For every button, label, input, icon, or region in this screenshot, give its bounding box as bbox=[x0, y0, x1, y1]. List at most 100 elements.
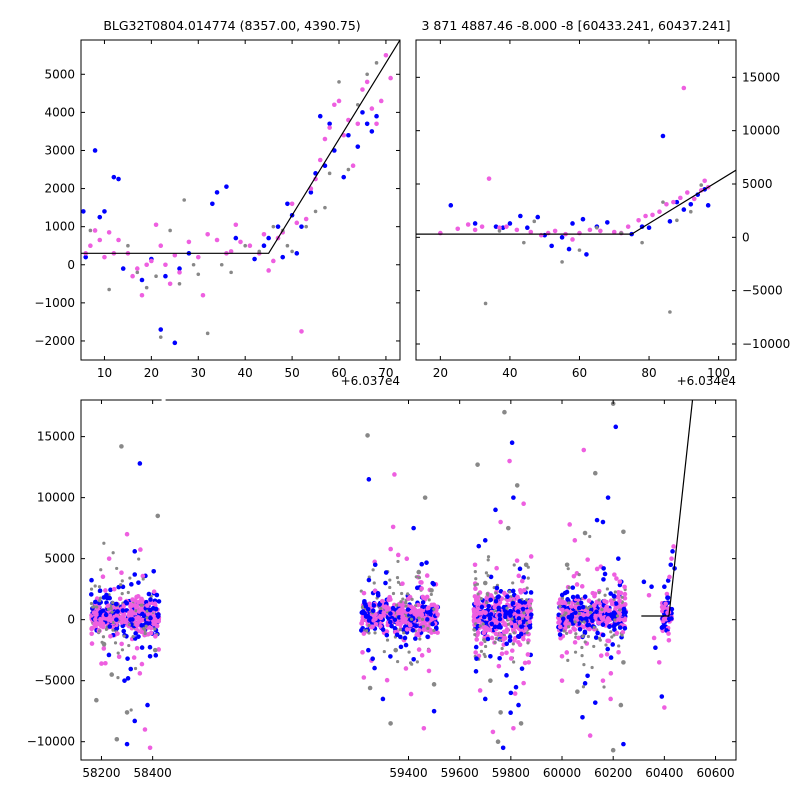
y-tick-label: −1000 bbox=[34, 296, 75, 310]
data-point bbox=[595, 225, 599, 230]
data-point bbox=[559, 653, 565, 659]
data-point bbox=[597, 590, 601, 595]
data-point bbox=[605, 646, 611, 652]
data-point bbox=[417, 616, 421, 620]
data-point bbox=[566, 246, 572, 252]
data-point bbox=[486, 574, 490, 578]
data-point bbox=[147, 607, 153, 613]
data-point bbox=[388, 546, 393, 552]
data-point bbox=[668, 562, 674, 568]
data-point bbox=[124, 600, 130, 606]
data-point bbox=[139, 277, 145, 283]
axes-frame bbox=[415, 39, 737, 361]
data-point bbox=[592, 591, 598, 597]
x-tick-label: 59600 bbox=[441, 766, 479, 780]
data-point bbox=[419, 612, 425, 618]
data-point bbox=[494, 636, 498, 641]
data-point bbox=[500, 646, 504, 651]
data-point bbox=[482, 625, 487, 631]
data-point bbox=[134, 621, 139, 627]
data-point bbox=[402, 631, 406, 635]
data-point bbox=[144, 262, 149, 268]
data-point bbox=[589, 604, 593, 609]
data-point bbox=[163, 273, 168, 279]
data-point bbox=[425, 634, 430, 640]
x-tick-label: 60600 bbox=[696, 766, 734, 780]
y-tick-label: 5000 bbox=[742, 177, 773, 191]
data-point bbox=[153, 653, 159, 658]
data-point bbox=[567, 625, 571, 629]
data-point bbox=[398, 628, 402, 632]
data-point bbox=[613, 601, 619, 606]
data-point bbox=[371, 603, 377, 608]
data-point bbox=[527, 619, 533, 625]
data-point bbox=[576, 635, 581, 641]
data-point bbox=[143, 631, 147, 636]
data-point bbox=[500, 745, 506, 751]
data-point bbox=[611, 594, 617, 599]
data-point bbox=[420, 600, 426, 605]
data-point bbox=[136, 615, 141, 620]
data-point bbox=[486, 176, 492, 181]
data-point bbox=[432, 628, 436, 633]
data-point bbox=[379, 598, 385, 604]
data-point bbox=[401, 627, 406, 633]
data-point bbox=[552, 228, 558, 234]
data-point bbox=[582, 681, 588, 686]
data-point bbox=[610, 747, 616, 753]
data-point bbox=[114, 613, 119, 618]
data-point bbox=[389, 623, 394, 629]
x-tick-label: 59400 bbox=[389, 766, 427, 780]
data-point bbox=[572, 627, 578, 632]
y-tick-label: 3000 bbox=[44, 143, 75, 157]
data-point bbox=[661, 616, 667, 622]
data-point bbox=[355, 144, 361, 149]
data-point bbox=[674, 199, 680, 205]
data-point bbox=[565, 597, 570, 602]
data-point bbox=[577, 612, 581, 616]
y-tick-label: −5000 bbox=[34, 674, 75, 688]
data-point bbox=[600, 608, 604, 612]
data-point bbox=[426, 668, 432, 674]
data-point bbox=[525, 598, 529, 602]
data-point bbox=[516, 616, 522, 621]
data-point bbox=[661, 605, 666, 610]
data-point bbox=[592, 644, 596, 649]
data-point bbox=[400, 591, 404, 596]
data-point bbox=[303, 216, 309, 222]
data-point bbox=[374, 121, 379, 127]
data-point bbox=[182, 198, 187, 202]
data-point bbox=[392, 472, 397, 477]
data-point bbox=[660, 133, 666, 139]
data-point bbox=[472, 227, 478, 233]
data-point bbox=[576, 601, 580, 605]
data-point bbox=[149, 258, 154, 264]
data-point bbox=[564, 611, 568, 615]
data-point bbox=[99, 661, 104, 666]
data-point bbox=[510, 617, 514, 621]
data-point bbox=[410, 662, 414, 666]
data-point bbox=[473, 586, 478, 592]
data-point bbox=[371, 618, 376, 623]
data-point bbox=[147, 644, 153, 650]
data-point bbox=[129, 582, 134, 587]
data-point bbox=[113, 641, 118, 645]
data-point bbox=[123, 619, 129, 625]
data-point bbox=[413, 623, 419, 628]
data-point bbox=[294, 220, 300, 226]
data-point bbox=[514, 227, 520, 233]
data-point bbox=[570, 585, 576, 590]
data-point bbox=[526, 576, 530, 580]
data-point bbox=[560, 596, 565, 600]
data-point bbox=[525, 615, 530, 620]
data-point bbox=[431, 581, 437, 587]
data-point bbox=[378, 624, 383, 629]
data-point bbox=[395, 576, 400, 580]
data-point bbox=[122, 678, 127, 683]
data-point bbox=[665, 578, 671, 583]
data-point bbox=[377, 602, 382, 607]
x-tick-label: 58200 bbox=[82, 766, 120, 780]
data-point bbox=[111, 628, 115, 632]
data-point bbox=[581, 447, 587, 453]
data-point bbox=[128, 576, 132, 580]
